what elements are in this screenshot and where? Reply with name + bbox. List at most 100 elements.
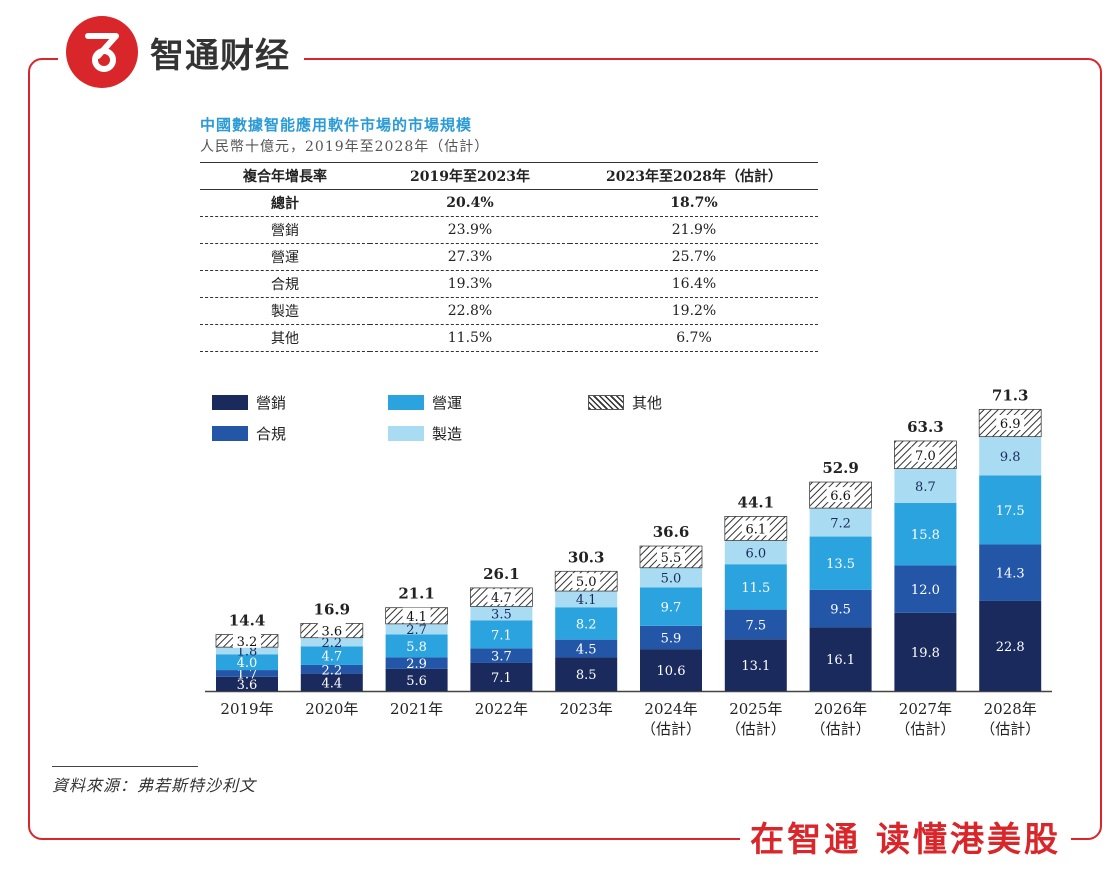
- legend-item-compliance: 合規: [212, 423, 286, 444]
- bar-segment-manufacturing: [894, 468, 957, 503]
- x-tick-label: （估計）: [811, 720, 871, 738]
- bar-segment-compliance: [555, 639, 618, 658]
- bar-segment-manufacturing: [809, 508, 872, 537]
- table-cell: 16.4%: [671, 276, 717, 292]
- table-row: 合規 19.3% 16.4%: [200, 271, 818, 298]
- bar-segment-marketing: [470, 662, 533, 691]
- bar-segment-manufacturing: [216, 647, 278, 655]
- table-cell: 製造: [271, 304, 299, 320]
- legend-item-others: 其他: [588, 392, 662, 413]
- data-label: 13.5: [826, 557, 855, 572]
- data-label: 10.6: [657, 664, 686, 679]
- data-label-bg: [572, 573, 601, 589]
- x-tick-label: 2028年: [984, 700, 1037, 718]
- table-cell: 20.4%: [446, 195, 494, 211]
- x-tick-label: 2022年: [475, 700, 528, 718]
- data-label-bg: [487, 589, 516, 605]
- bar-segment-marketing: [724, 639, 787, 691]
- x-tick-label: 2021年: [390, 700, 443, 718]
- table-cell: 合規: [271, 277, 299, 293]
- data-label: 2.2: [321, 636, 342, 651]
- legend-swatch: [588, 395, 624, 410]
- table-cell: 總計: [271, 196, 299, 212]
- table-header: 2023年至2028年（估計）: [606, 169, 782, 185]
- table-row: 製造 22.8% 19.2%: [200, 298, 818, 325]
- data-label: 19.8: [911, 646, 940, 661]
- data-label: 5.0: [576, 575, 597, 590]
- bar-segment-marketing: [894, 612, 957, 691]
- data-label: 14.3: [996, 567, 1025, 582]
- data-label: 4.1: [406, 610, 427, 625]
- table-cell: 營銷: [271, 223, 299, 239]
- bar-segment-operations: [385, 634, 448, 658]
- legend-swatch: [212, 426, 248, 441]
- total-label: 14.4: [229, 612, 266, 630]
- bar-segment-marketing: [300, 673, 363, 691]
- bar-segment-compliance: [385, 657, 448, 669]
- data-label: 8.7: [915, 480, 936, 495]
- data-label: 12.0: [911, 583, 940, 598]
- bar-segment-manufacturing: [979, 436, 1042, 476]
- table-row: 營運 27.3% 25.7%: [200, 244, 818, 271]
- legend-item-marketing: 營銷: [212, 392, 286, 413]
- brand-logo: 智通财经: [58, 12, 304, 92]
- bar-segment-marketing: [979, 600, 1042, 691]
- data-label: 9.8: [1000, 450, 1021, 465]
- table-cell: 其他: [271, 331, 299, 347]
- data-label-bg: [402, 607, 431, 623]
- table-cell: 25.7%: [671, 249, 717, 265]
- legend-label: 其他: [632, 394, 663, 412]
- total-label: 63.3: [907, 418, 944, 436]
- bar-segment-marketing: [809, 627, 872, 691]
- legend-label: 營運: [432, 394, 463, 412]
- data-label: 7.1: [491, 671, 512, 686]
- data-label: 4.1: [576, 593, 597, 608]
- bar-segment-compliance: [640, 625, 702, 650]
- bar-segment-manufacturing: [300, 637, 363, 647]
- data-label: 4.4: [321, 676, 342, 691]
- x-tick-label: 2024年: [644, 700, 697, 718]
- bar-segment-compliance: [894, 565, 957, 613]
- table-cell: 18.7%: [670, 195, 718, 211]
- bar-segment-manufacturing: [724, 540, 787, 565]
- table-header-row: 複合年增長率 2019年至2023年 2023年至2028年（估計）: [200, 162, 818, 190]
- bar-segment-compliance: [809, 589, 872, 628]
- legend-item-manufacturing: 製造: [388, 423, 462, 444]
- table-cell: 21.9%: [671, 222, 717, 238]
- bar-segment-manufacturing: [640, 567, 702, 588]
- bar-segment-compliance: [979, 544, 1042, 601]
- legend-item-operations: 營運: [388, 392, 462, 413]
- data-label: 6.1: [745, 522, 766, 537]
- data-label: 3.6: [321, 625, 342, 640]
- bar-segment-marketing: [216, 676, 278, 691]
- data-label: 2.9: [406, 657, 427, 672]
- table-row: 其他 11.5% 6.7%: [200, 325, 818, 352]
- data-label: 7.0: [915, 449, 936, 464]
- data-label: 3.5: [491, 607, 512, 622]
- bar-segment-operations: [724, 564, 787, 610]
- data-label: 5.0: [661, 572, 682, 587]
- data-label: 8.5: [576, 668, 597, 683]
- table-cell: 22.8%: [447, 303, 493, 319]
- legend-label: 製造: [432, 425, 463, 443]
- logo-text: 智通财经: [150, 35, 290, 76]
- bar-segment-others: [978, 408, 1042, 438]
- data-label: 5.5: [661, 551, 682, 566]
- legend-label: 合規: [256, 425, 287, 443]
- source-note: 資料來源：弗若斯特沙利文: [52, 776, 257, 795]
- data-label-bg: [826, 487, 855, 503]
- data-label: 6.0: [745, 546, 766, 561]
- bar-segment-others: [809, 481, 872, 509]
- data-label: 7.2: [830, 516, 851, 531]
- x-tick-label: 2020年: [305, 700, 358, 718]
- chart-subtitle: 人民幣十億元，2019年至2028年（估計）: [200, 139, 490, 155]
- x-tick-label: （估計）: [726, 720, 786, 738]
- bar-segment-operations: [216, 654, 278, 671]
- bar-segment-compliance: [216, 670, 278, 677]
- legend-swatch: [388, 426, 424, 441]
- data-label-bg: [741, 520, 770, 536]
- data-label: 4.7: [321, 650, 342, 665]
- bar-segment-operations: [555, 607, 618, 640]
- data-label: 1.7: [237, 667, 258, 682]
